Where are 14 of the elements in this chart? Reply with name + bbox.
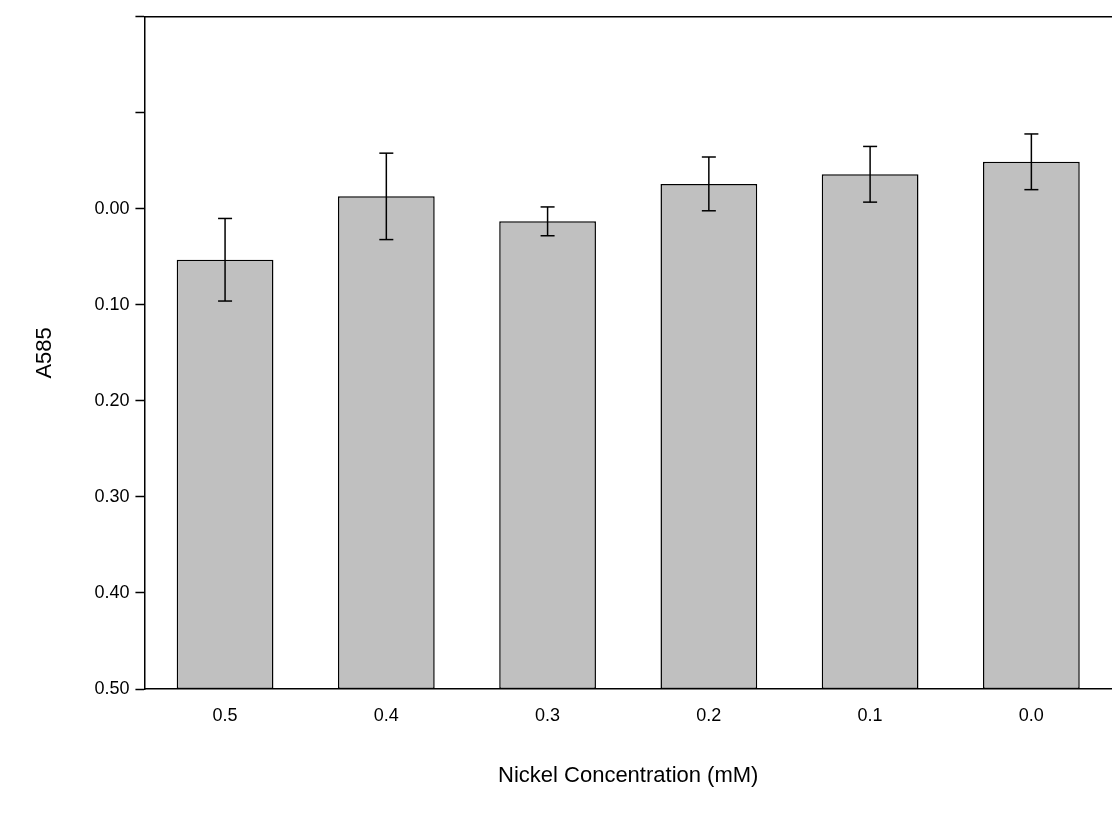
x-tick-label: 0.5 <box>212 704 238 725</box>
x-tick-label: 0.3 <box>535 704 561 725</box>
y-tick-label: 0.40 <box>94 581 130 602</box>
x-tick-label: 0.2 <box>696 704 722 725</box>
x-tick-label: 0.4 <box>373 704 399 725</box>
y-tick-label: 0.10 <box>94 293 130 314</box>
y-tick-label: 0.20 <box>94 389 130 410</box>
y-tick-label: 0.50 <box>94 677 130 698</box>
y-axis-title: A585 <box>31 327 57 379</box>
x-tick-label: 0.0 <box>1018 704 1044 725</box>
y-tick-label: 0.00 <box>94 197 130 218</box>
y-tick-label: 0.30 <box>94 485 130 506</box>
x-axis-title: Nickel Concentration (mM) <box>498 761 759 787</box>
x-tick-label: 0.1 <box>857 704 883 725</box>
